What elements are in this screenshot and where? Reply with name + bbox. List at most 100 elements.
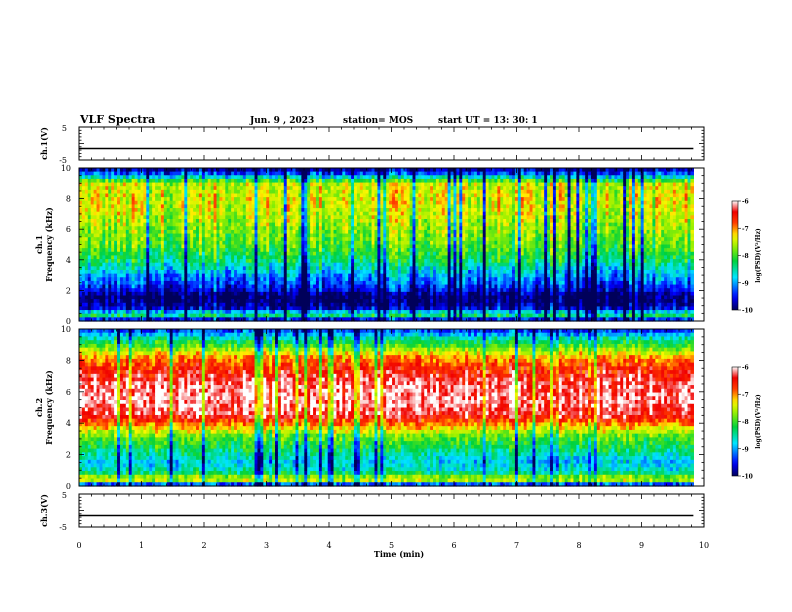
psd-cell — [169, 168, 174, 173]
psd-cell — [620, 186, 624, 191]
psd-cell — [590, 171, 595, 176]
psd-cell — [178, 182, 182, 187]
psd-cell — [649, 193, 654, 198]
psd-cell — [667, 168, 671, 173]
psd-cell — [178, 193, 182, 198]
psd-cell — [441, 193, 446, 198]
psd-cell — [336, 182, 340, 187]
psd-cell — [389, 178, 393, 184]
psd-cell — [479, 171, 484, 176]
psd-cell — [187, 193, 191, 198]
psd-cell — [459, 168, 463, 173]
psd-cell — [272, 171, 276, 176]
psd-cell — [558, 182, 563, 187]
psd-cell — [362, 189, 367, 195]
psd-cell — [497, 171, 501, 176]
psd-cell — [520, 171, 525, 176]
psd-cell — [175, 178, 180, 184]
psd-cell — [119, 175, 124, 180]
psd-cell — [532, 168, 536, 173]
psd-cell — [266, 182, 270, 187]
psd-cell — [424, 168, 428, 173]
psd-cell — [634, 186, 639, 191]
psd-cell — [377, 189, 381, 195]
psd-cell — [166, 178, 171, 184]
psd-cell — [397, 178, 402, 184]
psd-cell — [494, 186, 498, 191]
psd-cell — [93, 168, 98, 173]
psd-cell — [535, 193, 539, 198]
psd-cell — [520, 178, 525, 184]
psd-cell — [324, 178, 329, 184]
psd-cell — [102, 175, 106, 180]
psd-cell — [137, 186, 142, 191]
psd-cell — [637, 189, 642, 195]
psd-cell — [690, 237, 694, 242]
psd-cell — [462, 178, 466, 184]
psd-cell — [351, 197, 355, 202]
psd-cell — [441, 178, 446, 184]
psd-cell — [90, 193, 95, 198]
y-tick-label: 5 — [62, 124, 67, 133]
psd-cell — [93, 189, 98, 195]
psd-cell — [245, 171, 250, 176]
psd-cell — [298, 168, 302, 173]
psd-cell — [497, 189, 501, 195]
psd-cell — [96, 186, 101, 191]
psd-cell — [576, 189, 580, 195]
psd-cell — [626, 193, 630, 198]
psd-cell — [310, 189, 314, 195]
psd-cell — [157, 175, 162, 180]
psd-cell — [558, 171, 563, 176]
psd-cell — [196, 193, 200, 198]
psd-cell — [79, 197, 83, 202]
psd-cell — [231, 178, 235, 184]
psd-cell — [295, 186, 300, 191]
psd-cell — [216, 168, 221, 173]
psd-cell — [526, 171, 531, 176]
psd-cell — [491, 189, 496, 195]
psd-cell — [614, 178, 618, 184]
psd-cell — [368, 186, 373, 191]
psd-cell — [617, 182, 621, 187]
psd-cell — [201, 178, 206, 184]
psd-cell — [637, 182, 642, 187]
psd-cell — [497, 182, 501, 187]
psd-cell — [184, 189, 188, 195]
psd-cell — [163, 197, 168, 202]
psd-cell — [567, 171, 572, 176]
psd-cell — [87, 193, 92, 198]
psd-cell — [345, 175, 349, 180]
psd-cell — [623, 182, 627, 187]
psd-cell — [465, 168, 469, 173]
psd-cell — [433, 182, 437, 187]
psd-cell — [365, 182, 370, 187]
psd-cell — [664, 168, 668, 173]
psd-cell — [555, 175, 560, 180]
psd-cell — [210, 175, 215, 180]
psd-cell — [476, 175, 481, 180]
psd-cell — [397, 175, 402, 180]
psd-cell — [219, 193, 223, 198]
psd-cell — [207, 175, 212, 180]
psd-cell — [672, 178, 677, 184]
psd-cell — [611, 178, 615, 184]
psd-cell — [523, 193, 528, 198]
psd-cell — [117, 175, 121, 180]
psd-cell — [257, 193, 261, 198]
psd-cell — [315, 178, 320, 184]
psd-cell — [286, 197, 291, 202]
psd-cell — [134, 168, 139, 173]
psd-cell — [166, 182, 171, 187]
psd-cell — [406, 182, 411, 187]
psd-cell — [365, 186, 370, 191]
psd-cell — [371, 186, 376, 191]
psd-cell — [96, 197, 101, 202]
psd-cell — [690, 229, 694, 235]
psd-cell — [640, 182, 645, 187]
psd-cell — [523, 186, 528, 191]
psd-cell — [117, 189, 121, 195]
psd-cell — [579, 193, 583, 198]
psd-cell — [634, 171, 639, 176]
psd-cell — [514, 175, 519, 180]
